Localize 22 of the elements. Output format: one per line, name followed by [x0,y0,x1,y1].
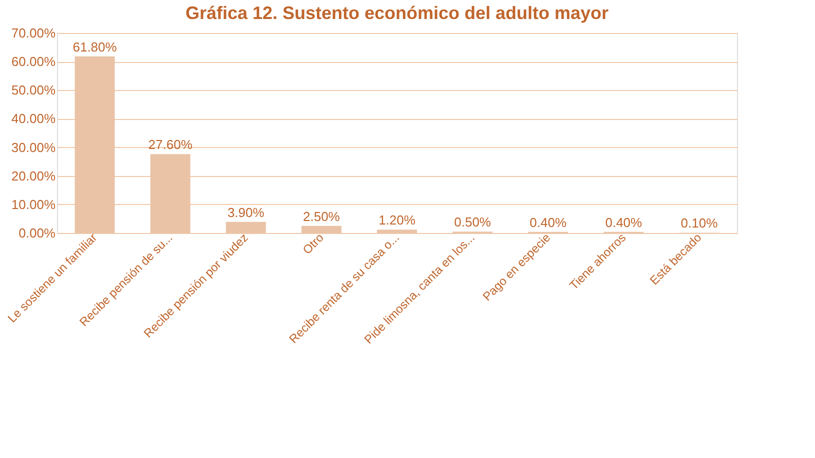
data-label: 2.50% [303,208,340,224]
data-label: 61.80% [72,39,118,54]
y-tick-label: 0.00% [18,226,56,240]
data-label: 27.60% [148,137,193,152]
data-label: 1.20% [378,212,416,228]
y-tick-label: 50.00% [11,82,56,98]
data-label: 0.50% [454,214,492,230]
data-label: 3.90% [227,204,265,220]
bar [226,222,266,233]
x-tick-label: Otro [300,230,327,257]
data-label: 0.40% [605,214,643,230]
y-tick-label: 40.00% [11,111,56,126]
y-tick-label: 10.00% [11,196,56,212]
bar [301,226,342,233]
y-tick-label: 30.00% [11,140,56,155]
y-tick-label: 70.00% [11,26,56,40]
y-tick-label: 60.00% [11,54,56,70]
data-label: 0.10% [680,216,718,231]
data-label: 0.40% [530,214,567,230]
chart-title: Gráfica 12. Sustento económico del adulto mayor [185,3,609,23]
bar [377,230,417,233]
y-tick-label: 20.00% [11,168,56,184]
